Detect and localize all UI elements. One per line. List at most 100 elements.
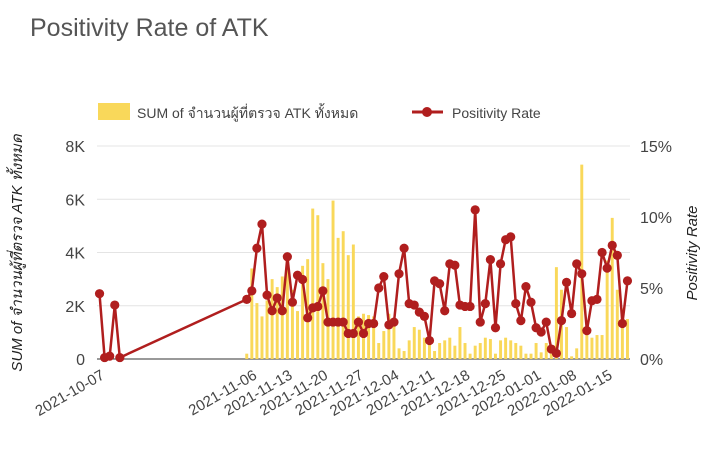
line-point <box>267 306 277 316</box>
bar <box>301 265 305 359</box>
bar <box>575 348 579 359</box>
bar <box>367 315 371 359</box>
line-point <box>287 297 298 307</box>
bar <box>346 255 350 359</box>
line-point <box>622 276 633 286</box>
bar <box>570 356 574 359</box>
bar <box>585 321 589 359</box>
bar <box>260 316 264 359</box>
bar <box>514 343 518 359</box>
bar <box>316 215 320 359</box>
bar <box>387 313 391 359</box>
line-point <box>313 301 323 312</box>
bar <box>600 335 604 359</box>
line-point <box>480 299 490 309</box>
line-point <box>592 294 602 304</box>
line-point <box>567 308 577 319</box>
bar <box>539 352 543 359</box>
y-right-tick-label: 15% <box>640 139 672 156</box>
line-point <box>424 335 435 346</box>
y-right-tick-label: 0% <box>640 352 663 369</box>
line-point <box>475 317 485 327</box>
line-point <box>521 281 531 292</box>
bar <box>407 340 411 359</box>
line-point <box>556 316 567 326</box>
bar <box>382 331 386 359</box>
line-point <box>394 269 404 279</box>
bar <box>534 343 538 359</box>
line-point <box>617 318 627 329</box>
bar <box>524 353 528 359</box>
legend-line-marker <box>422 107 432 117</box>
bar <box>270 279 274 359</box>
bar <box>473 345 477 359</box>
line-point <box>490 323 501 333</box>
bar <box>529 353 533 359</box>
bar <box>296 311 299 359</box>
y-right-axis-label: Positivity Rate <box>684 205 701 300</box>
line-point <box>582 326 592 336</box>
bar <box>311 208 315 359</box>
bar <box>377 343 381 359</box>
line-point <box>511 299 521 309</box>
line-point <box>272 293 282 303</box>
line-point <box>105 351 115 361</box>
line-point <box>252 243 262 253</box>
bar <box>483 337 487 359</box>
legend-bar-swatch <box>98 103 130 120</box>
line-point <box>597 247 607 258</box>
bar <box>397 348 401 359</box>
bar <box>351 244 355 359</box>
bar <box>595 335 599 359</box>
bar <box>331 200 335 359</box>
bar <box>341 231 345 359</box>
bar <box>290 289 294 359</box>
bar <box>519 345 523 359</box>
bar <box>590 337 594 359</box>
line-point <box>353 317 364 327</box>
line-point <box>572 259 582 269</box>
bar <box>250 268 254 359</box>
y-left-tick-label: 8K <box>65 139 85 156</box>
line-point <box>358 328 369 339</box>
bar <box>615 289 619 359</box>
line-point <box>495 259 506 269</box>
line-series <box>94 205 633 363</box>
line-point <box>541 317 551 327</box>
line-point <box>303 313 313 323</box>
bar <box>605 260 609 359</box>
line-point <box>110 300 120 310</box>
line-point <box>450 260 460 270</box>
bar <box>509 340 513 359</box>
bar <box>265 300 269 359</box>
bar <box>504 337 508 359</box>
bar <box>549 353 553 359</box>
bar <box>280 276 284 359</box>
bar <box>336 237 340 359</box>
bar <box>625 319 629 359</box>
line-point <box>577 269 587 279</box>
y-left-axis-label: SUM of จำนวนผู้ที่ตรวจ ATK ทั้งหมด <box>6 133 26 371</box>
line-point <box>419 311 430 321</box>
bar <box>488 339 492 359</box>
line-point <box>561 277 572 287</box>
line-point <box>297 274 308 285</box>
bar <box>610 217 614 359</box>
bar <box>428 340 431 359</box>
bar <box>438 343 442 359</box>
line-point <box>526 297 536 307</box>
line-point <box>338 317 348 327</box>
bar <box>402 351 406 359</box>
bar <box>463 343 467 359</box>
bar <box>412 327 416 359</box>
bar <box>285 255 289 359</box>
y-left-tick-label: 4K <box>65 246 85 263</box>
bar <box>478 343 482 359</box>
line-point <box>551 348 561 358</box>
bar <box>499 340 503 359</box>
legend-line-label: Positivity Rate <box>452 105 541 121</box>
line-point <box>318 286 328 296</box>
line-point <box>257 219 267 229</box>
line-point <box>607 240 617 250</box>
